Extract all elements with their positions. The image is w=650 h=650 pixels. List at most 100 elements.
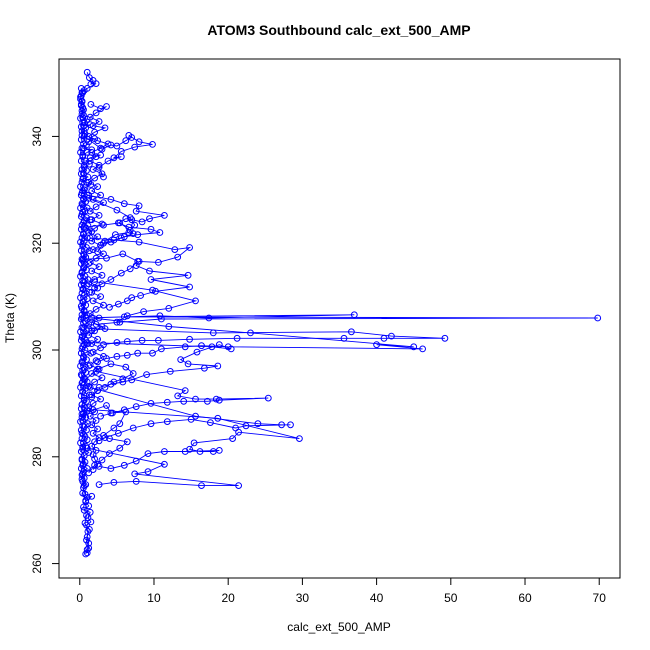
data-point [85,133,93,140]
data-point [187,416,195,423]
data-point [89,166,97,173]
data-point [80,285,87,293]
data-point [78,345,86,353]
data-point [594,314,602,322]
data-point [103,254,110,262]
data-point [85,195,93,202]
data-point [117,148,125,155]
data-point [208,343,216,351]
data-point [77,85,85,92]
data-point [410,343,418,351]
data-point [94,335,101,343]
data-point [88,216,96,224]
data-point [78,379,86,387]
data-point [235,482,243,490]
data-point [86,288,93,296]
data-point [116,318,124,326]
y-tick-label: 280 [30,446,44,466]
data-point [135,202,143,210]
data-point [113,206,121,214]
series-line [90,386,291,442]
data-point [163,418,171,426]
data-point [123,351,131,359]
data-point [215,341,223,349]
data-point [77,93,84,101]
data-point [88,267,96,275]
data-point [80,255,87,263]
data-point [122,408,130,416]
data-point [78,200,86,208]
data-point [91,284,98,292]
data-point [88,149,96,156]
data-point [80,431,87,438]
data-point [205,314,213,322]
data-point [155,337,162,344]
data-point [132,478,140,485]
data-point [106,435,113,443]
data-point [79,277,87,285]
data-point [94,358,101,366]
x-tick-label: 20 [222,591,236,605]
data-point [134,258,142,265]
data-point [129,370,137,377]
data-point [155,259,162,266]
data-point [79,378,87,386]
data-point [86,391,93,399]
data-point [78,435,86,443]
data-point [88,187,96,195]
data-point [171,246,179,254]
data-point [92,203,100,211]
series-line [88,328,445,346]
data-point [123,338,131,345]
data-point [84,340,92,348]
data-point [94,284,101,292]
data-point [80,482,88,490]
data-point [84,528,92,535]
data-point [95,437,103,445]
data-point [116,420,124,428]
data-point [113,353,121,360]
data-point [92,357,100,365]
data-point [100,341,107,349]
data-point [91,327,98,335]
data-point [79,119,87,126]
data-point [166,368,174,375]
data-point [83,494,91,501]
data-point [103,355,110,362]
data-point [92,306,100,313]
data-point [100,221,107,229]
data-point [86,412,94,420]
data-point [98,271,106,279]
data-point [78,413,86,421]
data-point [135,238,143,246]
x-tick-label: 50 [444,591,458,605]
data-point [79,187,87,195]
data-point [131,143,139,151]
data-point [87,181,95,188]
data-point [120,461,128,469]
data-point [158,345,165,353]
data-point [89,122,97,130]
data-point [91,455,98,463]
data-point [92,254,100,262]
data-point [97,412,104,420]
data-point [85,469,93,477]
data-point [80,140,87,148]
data-point [91,278,98,286]
data-point [89,400,97,407]
data-point [97,395,104,403]
data-point [350,311,358,319]
data-point [144,468,152,476]
data-point [78,268,86,276]
data-point [106,303,113,311]
data-point [113,142,121,150]
data-point [380,334,388,342]
data-point [78,234,86,242]
data-point [264,394,272,402]
data-point [123,438,131,446]
data-point [204,397,211,405]
data-point [132,457,140,465]
data-point [95,164,103,171]
series-line [87,447,239,487]
